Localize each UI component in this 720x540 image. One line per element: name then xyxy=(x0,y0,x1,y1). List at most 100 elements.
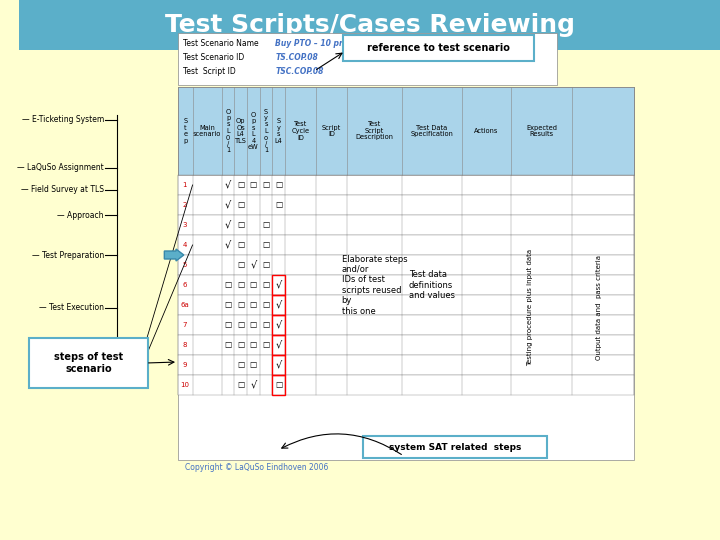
Bar xyxy=(272,315,285,335)
Text: Test Scenario ID: Test Scenario ID xyxy=(183,52,244,62)
Text: 8: 8 xyxy=(182,342,187,348)
Text: Output data and  pass criteria: Output data and pass criteria xyxy=(596,255,603,360)
Text: Test Data
Specification: Test Data Specification xyxy=(410,125,454,137)
Text: □: □ xyxy=(237,280,244,289)
Text: Test data
definitions
and values: Test data definitions and values xyxy=(409,270,455,300)
Bar xyxy=(178,335,634,355)
Text: Copyright © LaQuSo Eindhoven 2006: Copyright © LaQuSo Eindhoven 2006 xyxy=(185,463,328,472)
Text: □: □ xyxy=(225,341,232,349)
Bar xyxy=(178,33,557,85)
Text: Testing procedure plus input data: Testing procedure plus input data xyxy=(527,249,534,366)
Text: Test
Cycle
ID: Test Cycle ID xyxy=(292,122,310,140)
Text: □: □ xyxy=(237,300,244,309)
Bar xyxy=(178,215,634,235)
Text: 3: 3 xyxy=(182,222,187,228)
Text: √: √ xyxy=(225,240,231,250)
Bar xyxy=(272,355,285,375)
Text: TS.COP.08: TS.COP.08 xyxy=(275,52,318,62)
Bar xyxy=(19,0,720,50)
Bar xyxy=(178,315,634,335)
Text: □: □ xyxy=(225,300,232,309)
Text: √: √ xyxy=(276,320,282,330)
Bar xyxy=(178,295,634,315)
Text: S
t
e
p: S t e p xyxy=(183,118,187,144)
Bar xyxy=(272,335,285,355)
Text: □: □ xyxy=(250,321,257,329)
Text: □: □ xyxy=(250,341,257,349)
Text: — Approach: — Approach xyxy=(58,211,104,219)
Text: □: □ xyxy=(262,341,270,349)
Text: 6: 6 xyxy=(182,282,187,288)
Text: S
y
s
L
o
/
1: S y s L o / 1 xyxy=(264,109,268,153)
Text: — LaQuSo Assignment: — LaQuSo Assignment xyxy=(17,164,104,172)
Text: □: □ xyxy=(262,180,270,190)
Bar xyxy=(272,275,285,295)
Bar xyxy=(272,295,285,315)
Text: □: □ xyxy=(237,200,244,210)
Text: Test Scripts/Cases Reviewing: Test Scripts/Cases Reviewing xyxy=(165,13,575,37)
Text: √: √ xyxy=(276,340,282,350)
Text: □: □ xyxy=(262,321,270,329)
Text: Script
ID: Script ID xyxy=(322,125,341,137)
Text: S
y
s
L4: S y s L4 xyxy=(275,118,283,144)
Text: 9: 9 xyxy=(182,362,187,368)
Text: √: √ xyxy=(225,220,231,230)
Text: □: □ xyxy=(237,341,244,349)
Text: 6a: 6a xyxy=(181,302,189,308)
Text: — Test Execution: — Test Execution xyxy=(39,303,104,313)
Text: Buy PTO – 10 product: Buy PTO – 10 product xyxy=(275,38,367,48)
Text: □: □ xyxy=(237,321,244,329)
Text: 10: 10 xyxy=(180,382,189,388)
Text: 2: 2 xyxy=(183,202,187,208)
Text: □: □ xyxy=(250,300,257,309)
Text: TSC.COP.08: TSC.COP.08 xyxy=(275,66,324,76)
Text: Main
scenario: Main scenario xyxy=(193,125,221,137)
Text: √: √ xyxy=(251,380,256,390)
Text: □: □ xyxy=(250,280,257,289)
Text: □: □ xyxy=(237,260,244,269)
Text: O
p
s
L
4
eW: O p s L 4 eW xyxy=(248,112,258,150)
Text: √: √ xyxy=(276,300,282,310)
Bar xyxy=(178,87,634,175)
Text: Test
Script
Description: Test Script Description xyxy=(356,122,394,140)
Text: √: √ xyxy=(276,360,282,370)
Text: Test Scenario Name: Test Scenario Name xyxy=(183,38,258,48)
Text: — Conclusion: — Conclusion xyxy=(53,340,104,348)
Text: □: □ xyxy=(250,361,257,369)
Text: □: □ xyxy=(225,280,232,289)
Text: 1: 1 xyxy=(182,182,187,188)
FancyBboxPatch shape xyxy=(343,35,534,61)
Text: reference to test scenario: reference to test scenario xyxy=(367,43,510,53)
Text: □: □ xyxy=(237,180,244,190)
Bar xyxy=(178,235,634,255)
FancyBboxPatch shape xyxy=(29,338,148,388)
Text: √: √ xyxy=(225,200,231,210)
Text: □: □ xyxy=(262,280,270,289)
Bar xyxy=(272,375,285,395)
Text: — Field Survey at TLS: — Field Survey at TLS xyxy=(21,186,104,194)
Text: □: □ xyxy=(237,381,244,389)
Text: □: □ xyxy=(225,321,232,329)
Text: □: □ xyxy=(237,361,244,369)
Text: □: □ xyxy=(275,200,282,210)
Text: steps of test
scenario: steps of test scenario xyxy=(54,352,123,374)
Text: — E-Ticketing System: — E-Ticketing System xyxy=(22,116,104,125)
Text: □: □ xyxy=(237,240,244,249)
Text: √: √ xyxy=(276,280,282,290)
Text: □: □ xyxy=(262,300,270,309)
Text: Actions: Actions xyxy=(474,128,499,134)
Text: □: □ xyxy=(275,180,282,190)
Bar xyxy=(178,87,634,460)
Text: Expected
Results: Expected Results xyxy=(526,125,557,137)
Text: √: √ xyxy=(251,260,256,270)
Text: Op
Os
L4
TLS: Op Os L4 TLS xyxy=(235,118,247,144)
Text: — Test Preparation: — Test Preparation xyxy=(32,251,104,260)
Text: system SAT related  steps: system SAT related steps xyxy=(389,442,521,451)
Text: O
p
s
L
0
/
1: O p s L 0 / 1 xyxy=(225,109,230,153)
Text: Test  Script ID: Test Script ID xyxy=(183,66,235,76)
Text: 5: 5 xyxy=(183,262,187,268)
FancyArrow shape xyxy=(164,249,184,261)
Text: □: □ xyxy=(275,381,282,389)
Text: Elaborate steps
and/or
IDs of test
scripts reused
by
this one: Elaborate steps and/or IDs of test scrip… xyxy=(342,254,408,315)
Text: □: □ xyxy=(250,180,257,190)
